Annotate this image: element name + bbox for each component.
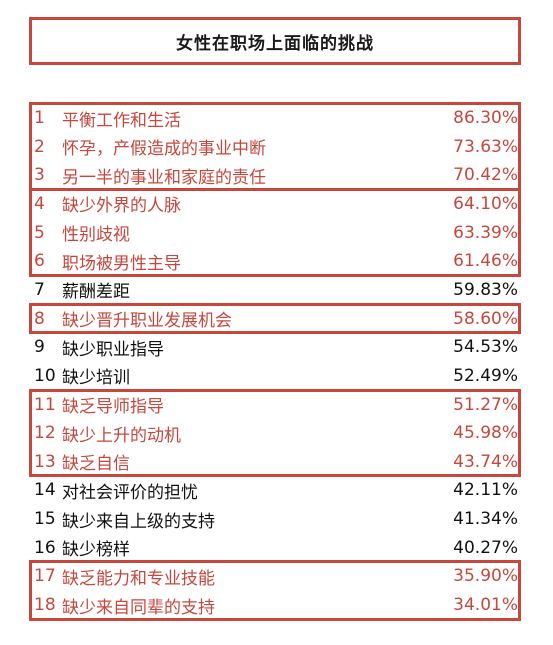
row-rank: 15 xyxy=(34,509,56,530)
row-rank: 5 xyxy=(34,222,45,243)
row-rank: 8 xyxy=(34,308,45,329)
table-row: 7 薪酬差距 59.83% xyxy=(34,276,518,304)
row-value: 51.27% xyxy=(453,394,518,415)
table-row: 10 缺少培训 52.49% xyxy=(34,362,518,390)
row-value: 45.98% xyxy=(453,423,518,444)
row-label: 怀孕，产假造成的事业中断 xyxy=(62,139,266,160)
table-row: 4 缺少外界的人脉 64.10% xyxy=(34,190,518,218)
row-rank: 16 xyxy=(34,537,56,558)
chart-title: 女性在职场上面临的挑战 xyxy=(176,33,374,54)
table-row: 17 缺乏能力和专业技能 35.90% xyxy=(34,562,518,590)
row-rank: 10 xyxy=(34,365,56,386)
row-label: 缺乏能力和专业技能 xyxy=(62,568,215,589)
row-label: 薪酬差距 xyxy=(62,282,130,303)
row-label: 缺少来自上级的支持 xyxy=(62,511,215,532)
table-row: 5 性别歧视 63.39% xyxy=(34,219,518,247)
row-rank: 14 xyxy=(34,480,56,501)
table-row: 6 职场被男性主导 61.46% xyxy=(34,247,518,275)
row-rank: 13 xyxy=(34,451,56,472)
highlight-group-box xyxy=(29,560,521,621)
row-value: 86.30% xyxy=(453,108,518,128)
row-rank: 2 xyxy=(34,136,45,157)
row-value: 54.53% xyxy=(453,337,518,358)
table-row: 15 缺少来自上级的支持 41.34% xyxy=(34,505,518,533)
row-value: 59.83% xyxy=(453,279,518,300)
row-rank: 3 xyxy=(34,165,45,186)
row-rank: 9 xyxy=(34,337,45,358)
row-label: 对社会评价的担忧 xyxy=(62,482,198,503)
highlight-group-box xyxy=(29,102,521,191)
row-rank: 6 xyxy=(34,251,45,272)
row-value: 70.42% xyxy=(453,165,518,186)
row-value: 41.34% xyxy=(453,509,518,530)
table-row: 8 缺少晋升职业发展机会 58.60% xyxy=(34,305,518,333)
row-label: 缺乏导师指导 xyxy=(62,397,164,417)
row-rank: 7 xyxy=(34,279,45,300)
row-value: 73.63% xyxy=(453,136,518,157)
row-rank: 1 xyxy=(34,108,45,128)
row-value: 52.49% xyxy=(453,365,518,386)
table-row: 12 缺少上升的动机 45.98% xyxy=(34,419,518,447)
row-label: 缺少来自同辈的支持 xyxy=(62,597,215,618)
row-value: 64.10% xyxy=(453,193,518,214)
row-label: 性别歧视 xyxy=(62,225,130,246)
row-label: 另一半的事业和家庭的责任 xyxy=(62,167,266,188)
table-row: 2 怀孕，产假造成的事业中断 73.63% xyxy=(34,133,518,161)
row-rank: 12 xyxy=(34,423,56,444)
table-row: 9 缺少职业指导 54.53% xyxy=(34,333,518,361)
row-rank: 18 xyxy=(34,595,56,616)
row-value: 40.27% xyxy=(453,537,518,558)
row-value: 42.11% xyxy=(453,480,518,501)
row-label: 职场被男性主导 xyxy=(62,253,181,274)
title-box: 女性在职场上面临的挑战 xyxy=(29,17,521,65)
table-row: 16 缺少榜样 40.27% xyxy=(34,534,518,562)
row-value: 58.60% xyxy=(453,308,518,329)
row-label: 缺少职业指导 xyxy=(62,339,164,360)
table-row: 11 缺乏导师指导 51.27% xyxy=(34,391,518,419)
row-value: 63.39% xyxy=(453,222,518,243)
row-label: 缺乏自信 xyxy=(62,454,130,475)
row-value: 43.74% xyxy=(453,451,518,472)
row-label: 缺少榜样 xyxy=(62,540,130,561)
table-row: 14 对社会评价的担忧 42.11% xyxy=(34,476,518,504)
table-row: 13 缺乏自信 43.74% xyxy=(34,448,518,476)
row-rank: 11 xyxy=(34,394,56,415)
row-rank: 4 xyxy=(34,193,45,214)
row-value: 61.46% xyxy=(453,251,518,272)
highlight-group-box xyxy=(29,187,521,277)
row-value: 34.01% xyxy=(453,595,518,616)
table-row: 18 缺少来自同辈的支持 34.01% xyxy=(34,591,518,619)
table-row: 3 另一半的事业和家庭的责任 70.42% xyxy=(34,161,518,189)
table-row: 1 平衡工作和生活 86.30% xyxy=(34,104,518,132)
row-label: 缺少上升的动机 xyxy=(62,425,181,446)
row-label: 缺少培训 xyxy=(62,368,130,389)
highlight-group-box xyxy=(29,302,521,335)
row-rank: 17 xyxy=(34,566,56,587)
row-label: 缺少晋升职业发展机会 xyxy=(62,311,232,332)
row-label: 缺少外界的人脉 xyxy=(62,196,181,217)
row-label: 平衡工作和生活 xyxy=(62,110,181,131)
highlight-group-box xyxy=(29,388,521,478)
row-value: 35.90% xyxy=(453,566,518,587)
